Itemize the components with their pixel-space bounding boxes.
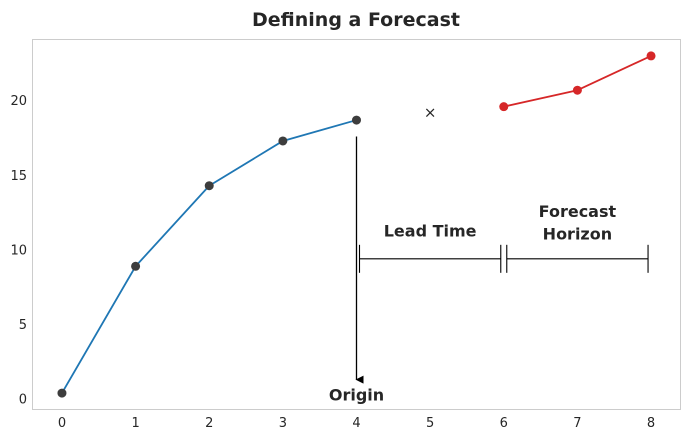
lead-time-label: Lead Time [384, 221, 477, 240]
skipped-point-marker: × [424, 104, 437, 122]
history-point [204, 181, 214, 191]
forecast-point [646, 51, 656, 61]
forecast-horizon-label-line1: Forecast [539, 202, 617, 221]
y-tick-label: 0 [19, 393, 27, 408]
x-tick-label: 5 [426, 416, 434, 431]
plot-frame [32, 39, 681, 410]
forecast-point [572, 85, 582, 95]
x-tick-label: 1 [131, 416, 139, 431]
history-point [131, 261, 141, 271]
y-tick-label: 20 [10, 94, 27, 109]
history-point [57, 388, 67, 398]
history-line [61, 119, 357, 394]
y-tick-label: 10 [10, 243, 27, 258]
origin-label: Origin [329, 386, 384, 405]
x-tick-label: 3 [279, 416, 287, 431]
history-point [352, 115, 361, 125]
forecast-point [499, 102, 509, 112]
history-point [278, 136, 288, 146]
forecast-line [503, 55, 652, 108]
annotation-layer: Origin Lead Time Forecast Horizon [329, 136, 649, 405]
forecast-horizon-label-line2: Horizon [543, 224, 612, 243]
axis-ticks: 0 1 2 3 4 5 6 7 8 0 5 10 15 20 [10, 94, 655, 431]
x-tick-label: 6 [500, 416, 508, 431]
x-tick-label: 8 [647, 416, 655, 431]
y-tick-label: 5 [19, 318, 27, 333]
x-tick-label: 4 [352, 416, 360, 431]
x-tick-label: 0 [58, 416, 66, 431]
series-layer: × [57, 51, 656, 398]
x-tick-label: 7 [573, 416, 581, 431]
chart-title: Defining a Forecast [252, 9, 460, 31]
y-tick-label: 15 [10, 169, 27, 184]
x-tick-label: 2 [205, 416, 213, 431]
